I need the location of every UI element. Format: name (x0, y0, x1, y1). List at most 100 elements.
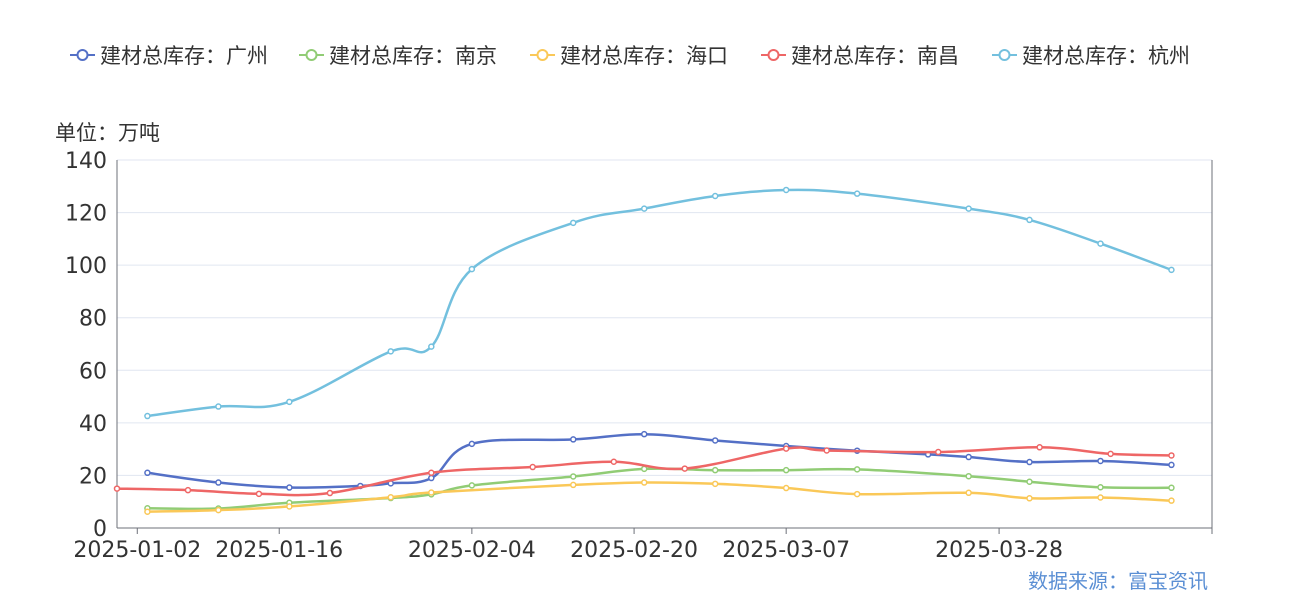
series-5 (144, 186, 1175, 420)
data-point[interactable] (853, 466, 861, 473)
data-point[interactable] (1168, 452, 1175, 459)
data-point[interactable] (255, 490, 263, 498)
data-point[interactable] (286, 398, 293, 406)
data-point[interactable] (1036, 444, 1043, 451)
data-point[interactable] (144, 412, 151, 420)
data-point[interactable] (965, 453, 972, 461)
legend-item[interactable]: 建材总库存：南昌 (761, 44, 959, 68)
data-point[interactable] (1026, 458, 1033, 466)
data-point[interactable] (640, 430, 648, 438)
data-point[interactable] (428, 474, 435, 482)
data-point[interactable] (823, 447, 830, 454)
data-point[interactable] (782, 445, 790, 452)
data-source-label: 数据来源：富宝资讯 (1028, 569, 1208, 593)
data-point[interactable] (853, 490, 861, 498)
x-tick-label: 2025-01-16 (215, 538, 343, 563)
data-point[interactable] (1168, 266, 1175, 274)
x-tick-label: 2025-03-07 (722, 538, 850, 563)
data-point[interactable] (1097, 240, 1104, 247)
data-point[interactable] (113, 485, 121, 492)
y-tick-label: 120 (65, 202, 107, 227)
series-1 (144, 430, 1175, 491)
x-tick-label: 2025-01-02 (73, 538, 201, 563)
data-point[interactable] (215, 479, 222, 486)
data-point[interactable] (215, 506, 222, 514)
data-point[interactable] (570, 473, 577, 480)
data-point[interactable] (640, 465, 648, 473)
y-tick-label: 20 (79, 464, 107, 489)
y-tick-label: 0 (93, 517, 107, 542)
x-tick-label: 2025-02-20 (570, 538, 698, 563)
data-point[interactable] (965, 472, 972, 480)
data-point[interactable] (468, 482, 476, 489)
data-point[interactable] (1097, 484, 1104, 491)
x-tick-label: 2025-03-28 (935, 538, 1063, 563)
data-point[interactable] (387, 348, 394, 355)
data-point[interactable] (1168, 497, 1175, 504)
data-point[interactable] (570, 219, 577, 227)
data-point[interactable] (1097, 457, 1104, 465)
legend-label: 建材总库存：海口 (560, 44, 728, 68)
series-3 (144, 479, 1175, 515)
data-point[interactable] (711, 480, 719, 488)
data-point[interactable] (853, 190, 861, 197)
data-point[interactable] (782, 484, 790, 492)
x-tick-label: 2025-02-04 (408, 538, 536, 563)
data-point[interactable] (387, 493, 394, 501)
data-point[interactable] (782, 466, 790, 474)
data-point[interactable] (144, 508, 151, 515)
data-point[interactable] (1097, 494, 1104, 501)
data-point[interactable] (681, 465, 689, 472)
legend-swatch-marker (767, 49, 780, 61)
data-point[interactable] (965, 205, 972, 212)
legend-swatch-marker (76, 49, 89, 61)
data-point[interactable] (428, 469, 435, 477)
data-point[interactable] (640, 479, 648, 486)
data-point[interactable] (326, 489, 334, 497)
legend-swatch-marker (536, 49, 549, 61)
data-point[interactable] (1168, 461, 1175, 469)
y-tick-label: 100 (65, 254, 107, 279)
data-point[interactable] (184, 486, 192, 494)
data-point[interactable] (570, 481, 577, 489)
legend-item[interactable]: 建材总库存：南京 (299, 44, 497, 68)
series-line (147, 481, 1172, 513)
axes: 0 20 40 60 80 100 120 140 2025-01-02 2025-01-16 20… (65, 149, 1213, 563)
legend-item[interactable]: 建材总库存：海口 (530, 44, 728, 68)
data-point[interactable] (711, 192, 719, 200)
data-point[interactable] (144, 469, 151, 477)
data-point[interactable] (1168, 484, 1175, 492)
legend-swatch-marker (305, 49, 318, 61)
legend-label: 建材总库存：南京 (329, 44, 497, 68)
data-point[interactable] (1026, 495, 1033, 502)
data-point[interactable] (468, 265, 476, 273)
data-point[interactable] (286, 503, 293, 510)
data-point[interactable] (570, 436, 577, 443)
data-point[interactable] (1026, 478, 1033, 485)
legend-item[interactable]: 建材总库存：杭州 (992, 44, 1190, 68)
y-tick-label: 80 (79, 307, 107, 332)
data-point[interactable] (935, 448, 942, 456)
data-point[interactable] (711, 466, 719, 474)
y-tick-label: 140 (65, 149, 107, 174)
legend[interactable]: 建材总库存：广州 建材总库存：南京 建材总库存：海口 建材总库存：南昌 建材总库存：杭州 (70, 44, 1190, 68)
legend-item[interactable]: 建材总库存：广州 (70, 44, 268, 68)
data-point[interactable] (428, 343, 435, 350)
series-line (147, 188, 1172, 418)
data-point[interactable] (640, 205, 648, 212)
y-tick-label: 60 (79, 359, 107, 384)
series-4 (113, 444, 1175, 498)
data-point[interactable] (286, 484, 293, 491)
data-point[interactable] (965, 489, 972, 497)
data-point[interactable] (428, 489, 435, 496)
data-point[interactable] (1107, 450, 1114, 458)
data-point[interactable] (711, 437, 719, 444)
data-point[interactable] (529, 463, 536, 471)
data-point[interactable] (1026, 216, 1033, 224)
legend-label: 建材总库存：广州 (100, 44, 268, 68)
data-point[interactable] (215, 403, 222, 410)
data-point[interactable] (782, 186, 790, 194)
data-point[interactable] (468, 440, 476, 448)
data-point[interactable] (610, 458, 618, 466)
